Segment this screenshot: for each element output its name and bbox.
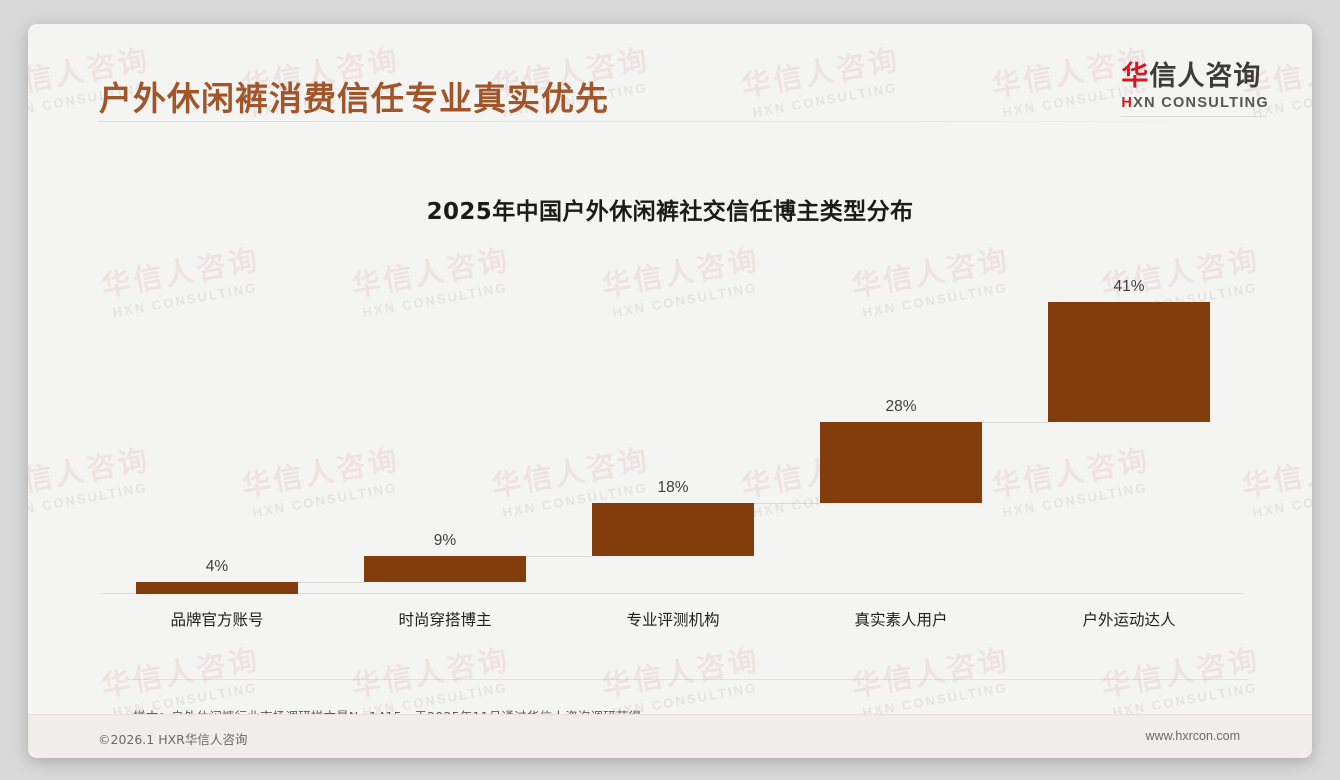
chart-bar bbox=[1048, 302, 1210, 422]
chart-bar bbox=[136, 582, 298, 594]
logo-english-text: HXN CONSULTING bbox=[1121, 95, 1269, 111]
chart-bar-value-label: 41% bbox=[1113, 278, 1145, 295]
chart-bar-value-label: 28% bbox=[885, 397, 917, 415]
brand-logo: 华信人咨询 HXN CONSULTING bbox=[1121, 62, 1269, 117]
footer-website: www.hxrcon.com bbox=[1145, 729, 1240, 743]
chart-step-connector bbox=[754, 503, 820, 505]
slide-header: 户外休闲裤消费信任专业真实优先 bbox=[28, 24, 1312, 122]
slide-canvas: 华信人咨询 HXN CONSULTING 华信人咨询 HXN CONSULTING 华信… bbox=[28, 24, 1312, 758]
chart-step-connector bbox=[982, 421, 1048, 423]
logo-en-rest: XN CONSULTING bbox=[1133, 94, 1269, 111]
header-divider bbox=[98, 121, 1243, 122]
chart-plot-area: 4% 品牌官方账号 9% 时尚穿搭博主 18% 专业评测机构 28% 真实素人用户 41% 户外运… bbox=[103, 276, 1243, 629]
chart-category-label: 户外运动达人 bbox=[1082, 611, 1176, 629]
logo-cn-accent: 华 bbox=[1121, 61, 1150, 92]
chart-bar-value-label: 4% bbox=[205, 558, 229, 576]
chart-baseline bbox=[103, 593, 1243, 594]
logo-cn-rest: 信人咨询 bbox=[1149, 61, 1262, 92]
logo-chinese-text: 华信人咨询 bbox=[1121, 62, 1269, 92]
chart-bar bbox=[592, 503, 754, 557]
chart-bar bbox=[820, 421, 982, 504]
chart-step-connector bbox=[526, 556, 592, 558]
chart-bar-value-label: 9% bbox=[433, 532, 457, 550]
logo-underline bbox=[1121, 115, 1268, 117]
logo-en-accent: H bbox=[1121, 94, 1134, 111]
chart-category-label: 品牌官方账号 bbox=[170, 611, 264, 629]
note-divider bbox=[128, 679, 1248, 680]
slide-footer: ©2026.1 HXR华信人咨询 www.hxrcon.com bbox=[28, 714, 1312, 758]
page-title: 户外休闲裤消费信任专业真实优先 bbox=[99, 79, 609, 118]
chart-title: 2025年中国户外休闲裤社交信任博主类型分布 bbox=[426, 199, 914, 225]
chart-bar bbox=[364, 556, 526, 583]
chart-category-label: 真实素人用户 bbox=[854, 611, 948, 629]
chart-category-label: 专业评测机构 bbox=[626, 611, 720, 629]
chart-category-label: 时尚穿搭博主 bbox=[398, 611, 492, 629]
footer-copyright: ©2026.1 HXR华信人咨询 bbox=[98, 732, 248, 747]
chart-bar-value-label: 18% bbox=[657, 479, 689, 497]
chart-container: 2025年中国户外休闲裤社交信任博主类型分布 4% 品牌官方账号 9% 时尚穿搭博主 1… bbox=[28, 116, 1312, 676]
chart-step-connector bbox=[298, 582, 364, 584]
